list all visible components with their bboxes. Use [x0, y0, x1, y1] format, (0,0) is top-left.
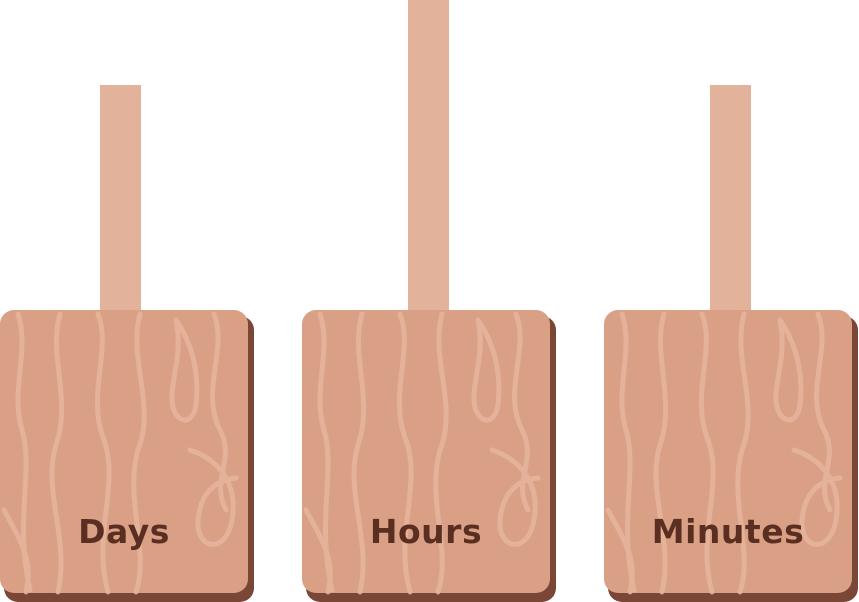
hours-label: Hours [369, 512, 483, 551]
hours-wood-board [302, 310, 557, 602]
minutes-label: Minutes [651, 512, 805, 551]
minutes-wood-board [604, 310, 859, 602]
hours-hanging-pole [408, 0, 449, 315]
days-label: Days [78, 512, 170, 551]
days-wood-board [0, 310, 255, 602]
hours-counter: Hours [302, 0, 557, 602]
minutes-counter: Minutes [604, 0, 859, 602]
minutes-hanging-pole [710, 85, 751, 315]
days-counter: Days [0, 0, 255, 602]
days-hanging-pole [100, 85, 141, 315]
